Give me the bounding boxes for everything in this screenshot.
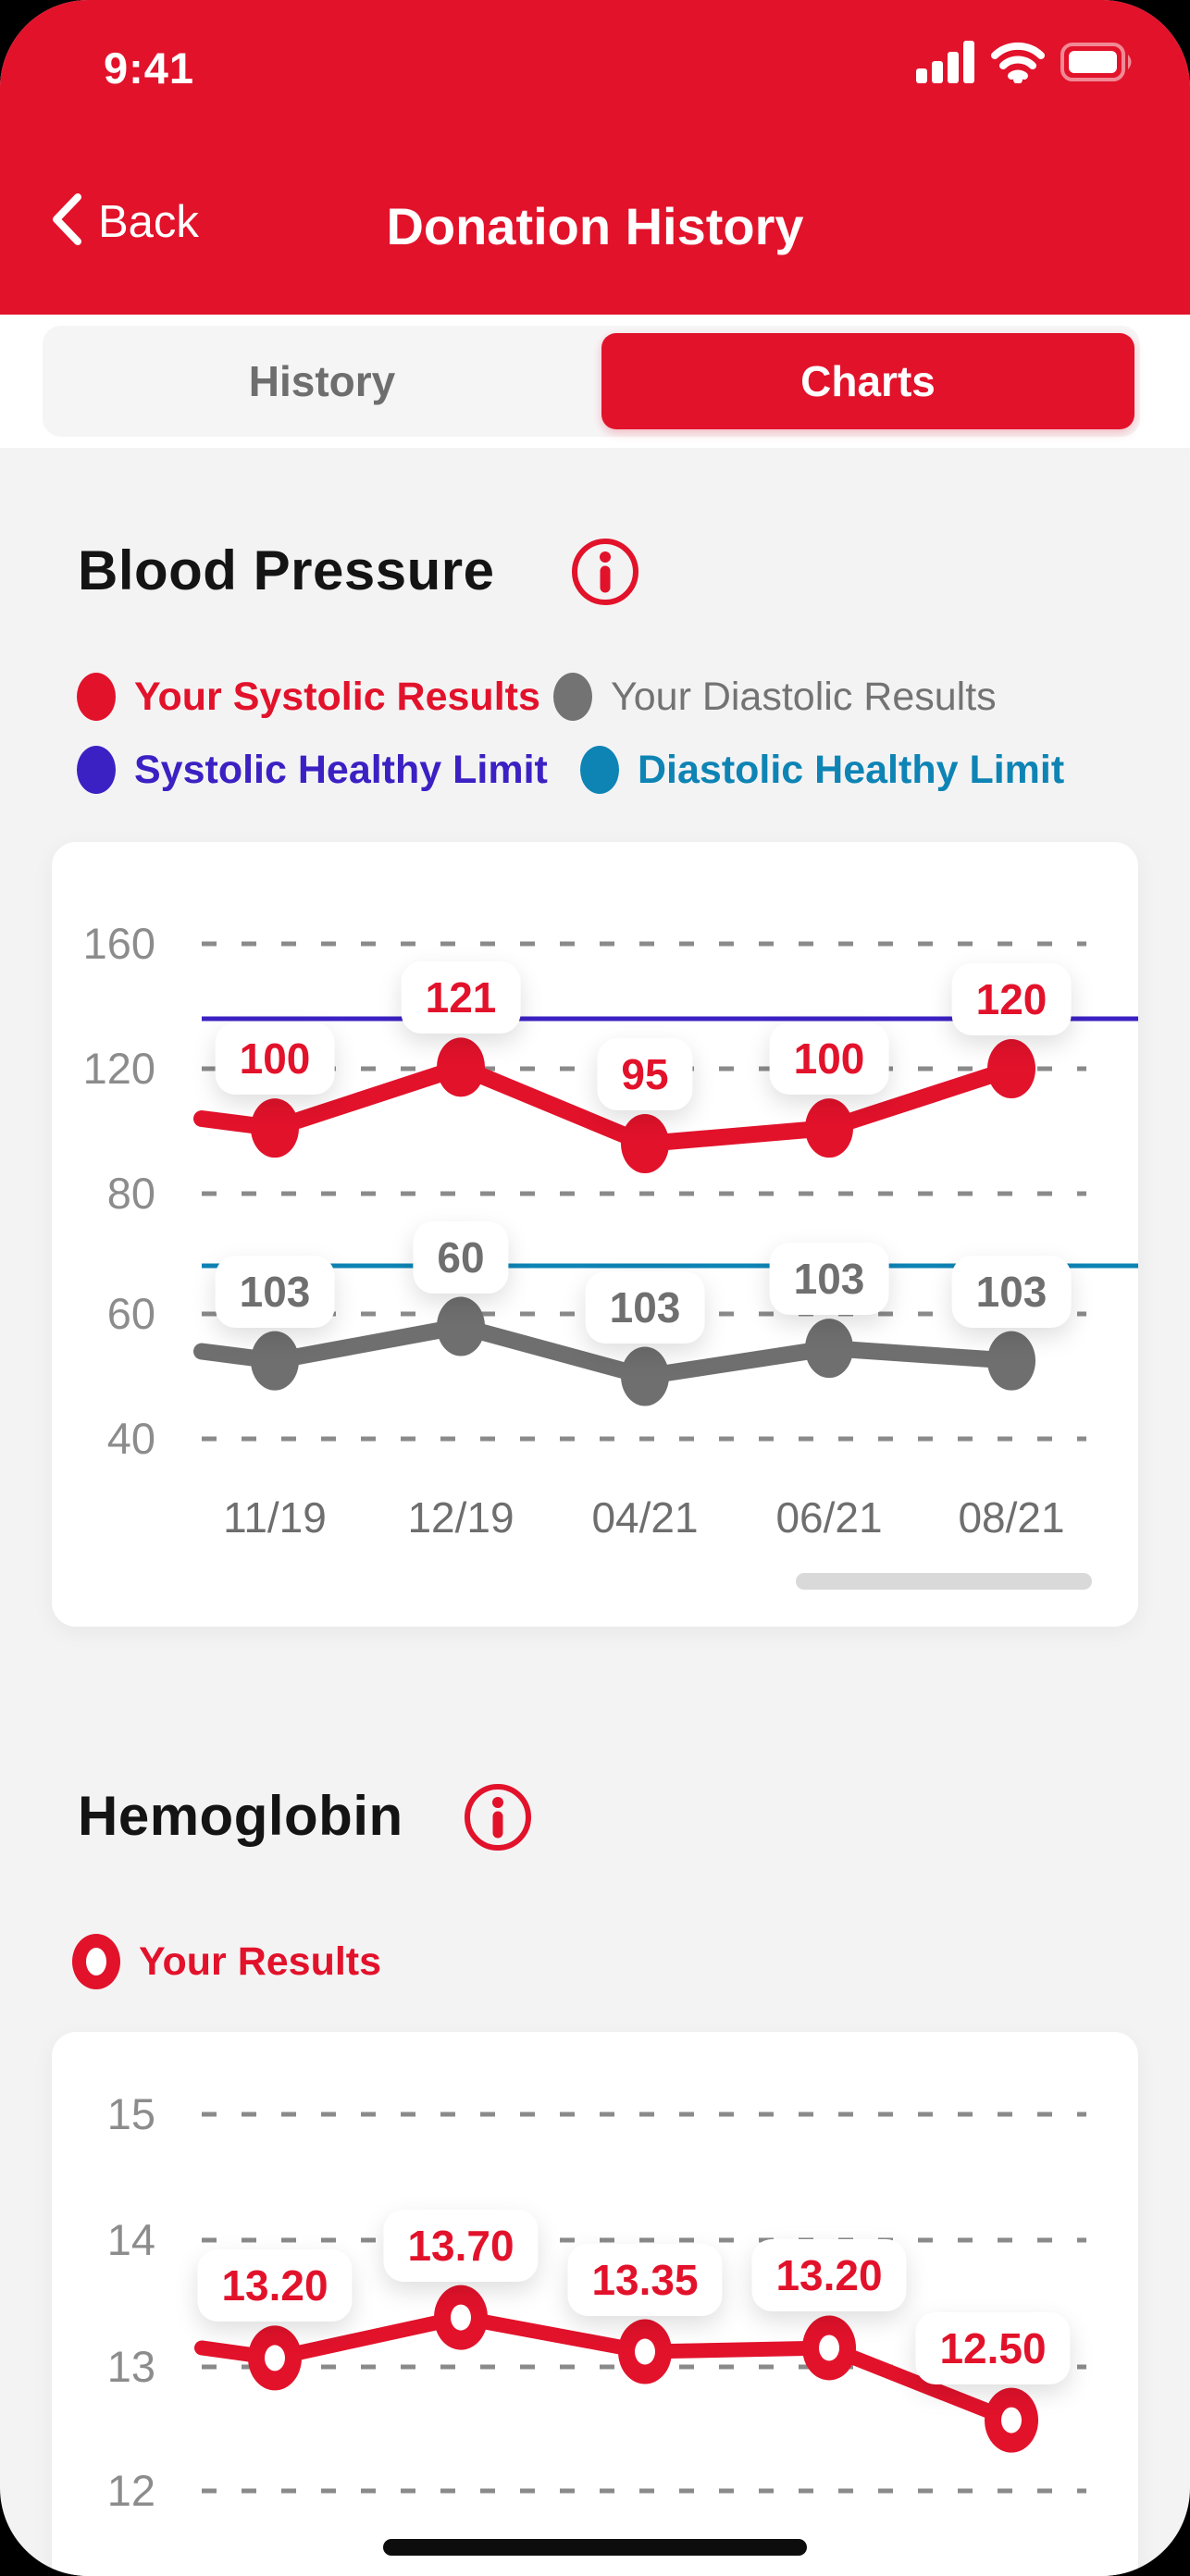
data-point-label: 121 [401,961,521,1034]
y-axis-label: 40 [106,1414,155,1463]
data-point-label: 12.50 [915,2311,1071,2384]
data-point-label: 95 [597,1038,693,1110]
data-point-label: 100 [215,1022,335,1096]
wifi-icon [990,41,1046,88]
legend-label: Your Diastolic Results [611,674,997,719]
x-axis-label: 11/19 [223,1493,327,1542]
legend-dot-icon [580,746,619,794]
info-icon[interactable] [568,535,642,609]
blood-pressure-chart[interactable]: 160 120 80 60 40 11/19 12/19 04/21 06/21 08/21 100… [52,842,1138,1627]
status-icons [916,41,1138,88]
x-axis-label: 04/21 [591,1493,699,1542]
section-title-blood-pressure: Blood Pressure [78,539,495,601]
legend-dot-icon [77,673,116,721]
y-axis-label: 14 [106,2215,155,2264]
data-point[interactable] [805,1098,853,1158]
chart-scrollbar[interactable] [796,1573,1092,1590]
data-point-center [265,2345,285,2372]
data-point[interactable] [251,1331,299,1391]
y-axis-label: 12 [106,2466,155,2515]
legend-label: Your Results [139,1938,382,1984]
section-title-hemoglobin: Hemoglobin [78,1785,403,1847]
home-indicator[interactable] [383,2539,807,2556]
data-point-center [635,2338,655,2365]
back-button[interactable]: Back [46,191,199,253]
data-point[interactable] [805,1319,853,1379]
x-axis-label: 06/21 [775,1493,883,1542]
data-point-label: 120 [951,963,1072,1035]
page-title: Donation History [386,197,804,255]
data-point[interactable] [987,1039,1035,1098]
header: 9:41 [0,0,1190,315]
data-point-label: 13.35 [567,2243,723,2316]
legend-dot-icon [77,746,116,794]
legend-label: Diastolic Healthy Limit [638,747,1065,792]
legend-item: Your Diastolic Results [553,673,997,721]
tab-charts[interactable]: Charts [601,333,1134,429]
data-point-label: 103 [769,1243,889,1316]
y-axis-label: 160 [82,919,155,968]
cellular-signal-icon [916,41,975,88]
data-point-label: 13.20 [197,2249,353,2322]
data-point-center [819,2334,839,2361]
legend-donut-icon [72,1934,120,1989]
data-point[interactable] [621,1346,669,1406]
legend-item: Systolic Healthy Limit [77,746,548,794]
data-point-label: 13.70 [383,2209,539,2282]
y-axis-label: 120 [82,1044,155,1093]
legend-item: Diastolic Healthy Limit [580,746,1064,794]
data-point[interactable] [437,1296,485,1356]
data-point[interactable] [437,1037,485,1097]
legend-label: Systolic Healthy Limit [134,747,548,792]
x-axis-label: 08/21 [958,1493,1065,1542]
data-point-label: 13.20 [751,2239,907,2312]
y-axis-label: 13 [106,2342,155,2391]
data-point[interactable] [621,1114,669,1173]
data-point-label: 60 [413,1220,509,1294]
battery-icon [1060,41,1138,88]
x-axis-label: 12/19 [407,1493,514,1542]
status-time: 9:41 [104,43,195,93]
legend-dot-icon [553,673,592,721]
data-point-label: 103 [951,1255,1072,1328]
info-icon[interactable] [461,1780,535,1854]
data-point-label: 100 [769,1022,889,1096]
hemoglobin-chart[interactable]: 15 14 13 12 13.20 13.70 13.35 13.20 12.50 [52,2032,1138,2576]
segmented-control: History Charts [43,326,1140,437]
y-axis-label: 60 [106,1289,155,1338]
legend-label: Your Systolic Results [134,674,540,719]
back-label: Back [98,196,199,247]
hgb-plot[interactable] [52,2032,1138,2576]
tab-history[interactable]: History [248,357,396,405]
y-axis-label: 15 [106,2089,155,2138]
tab-bar: History Charts [0,315,1190,448]
data-point-center [451,2304,471,2331]
data-point-label: 103 [585,1270,705,1344]
legend-item: Your Results [72,1934,381,1989]
data-point-center [1001,2407,1022,2434]
data-point[interactable] [251,1098,299,1158]
legend-item: Your Systolic Results [77,673,540,721]
data-point[interactable] [987,1331,1035,1391]
data-point-label: 103 [215,1255,335,1328]
back-chevron-icon [46,191,85,253]
y-axis-label: 80 [106,1169,155,1218]
